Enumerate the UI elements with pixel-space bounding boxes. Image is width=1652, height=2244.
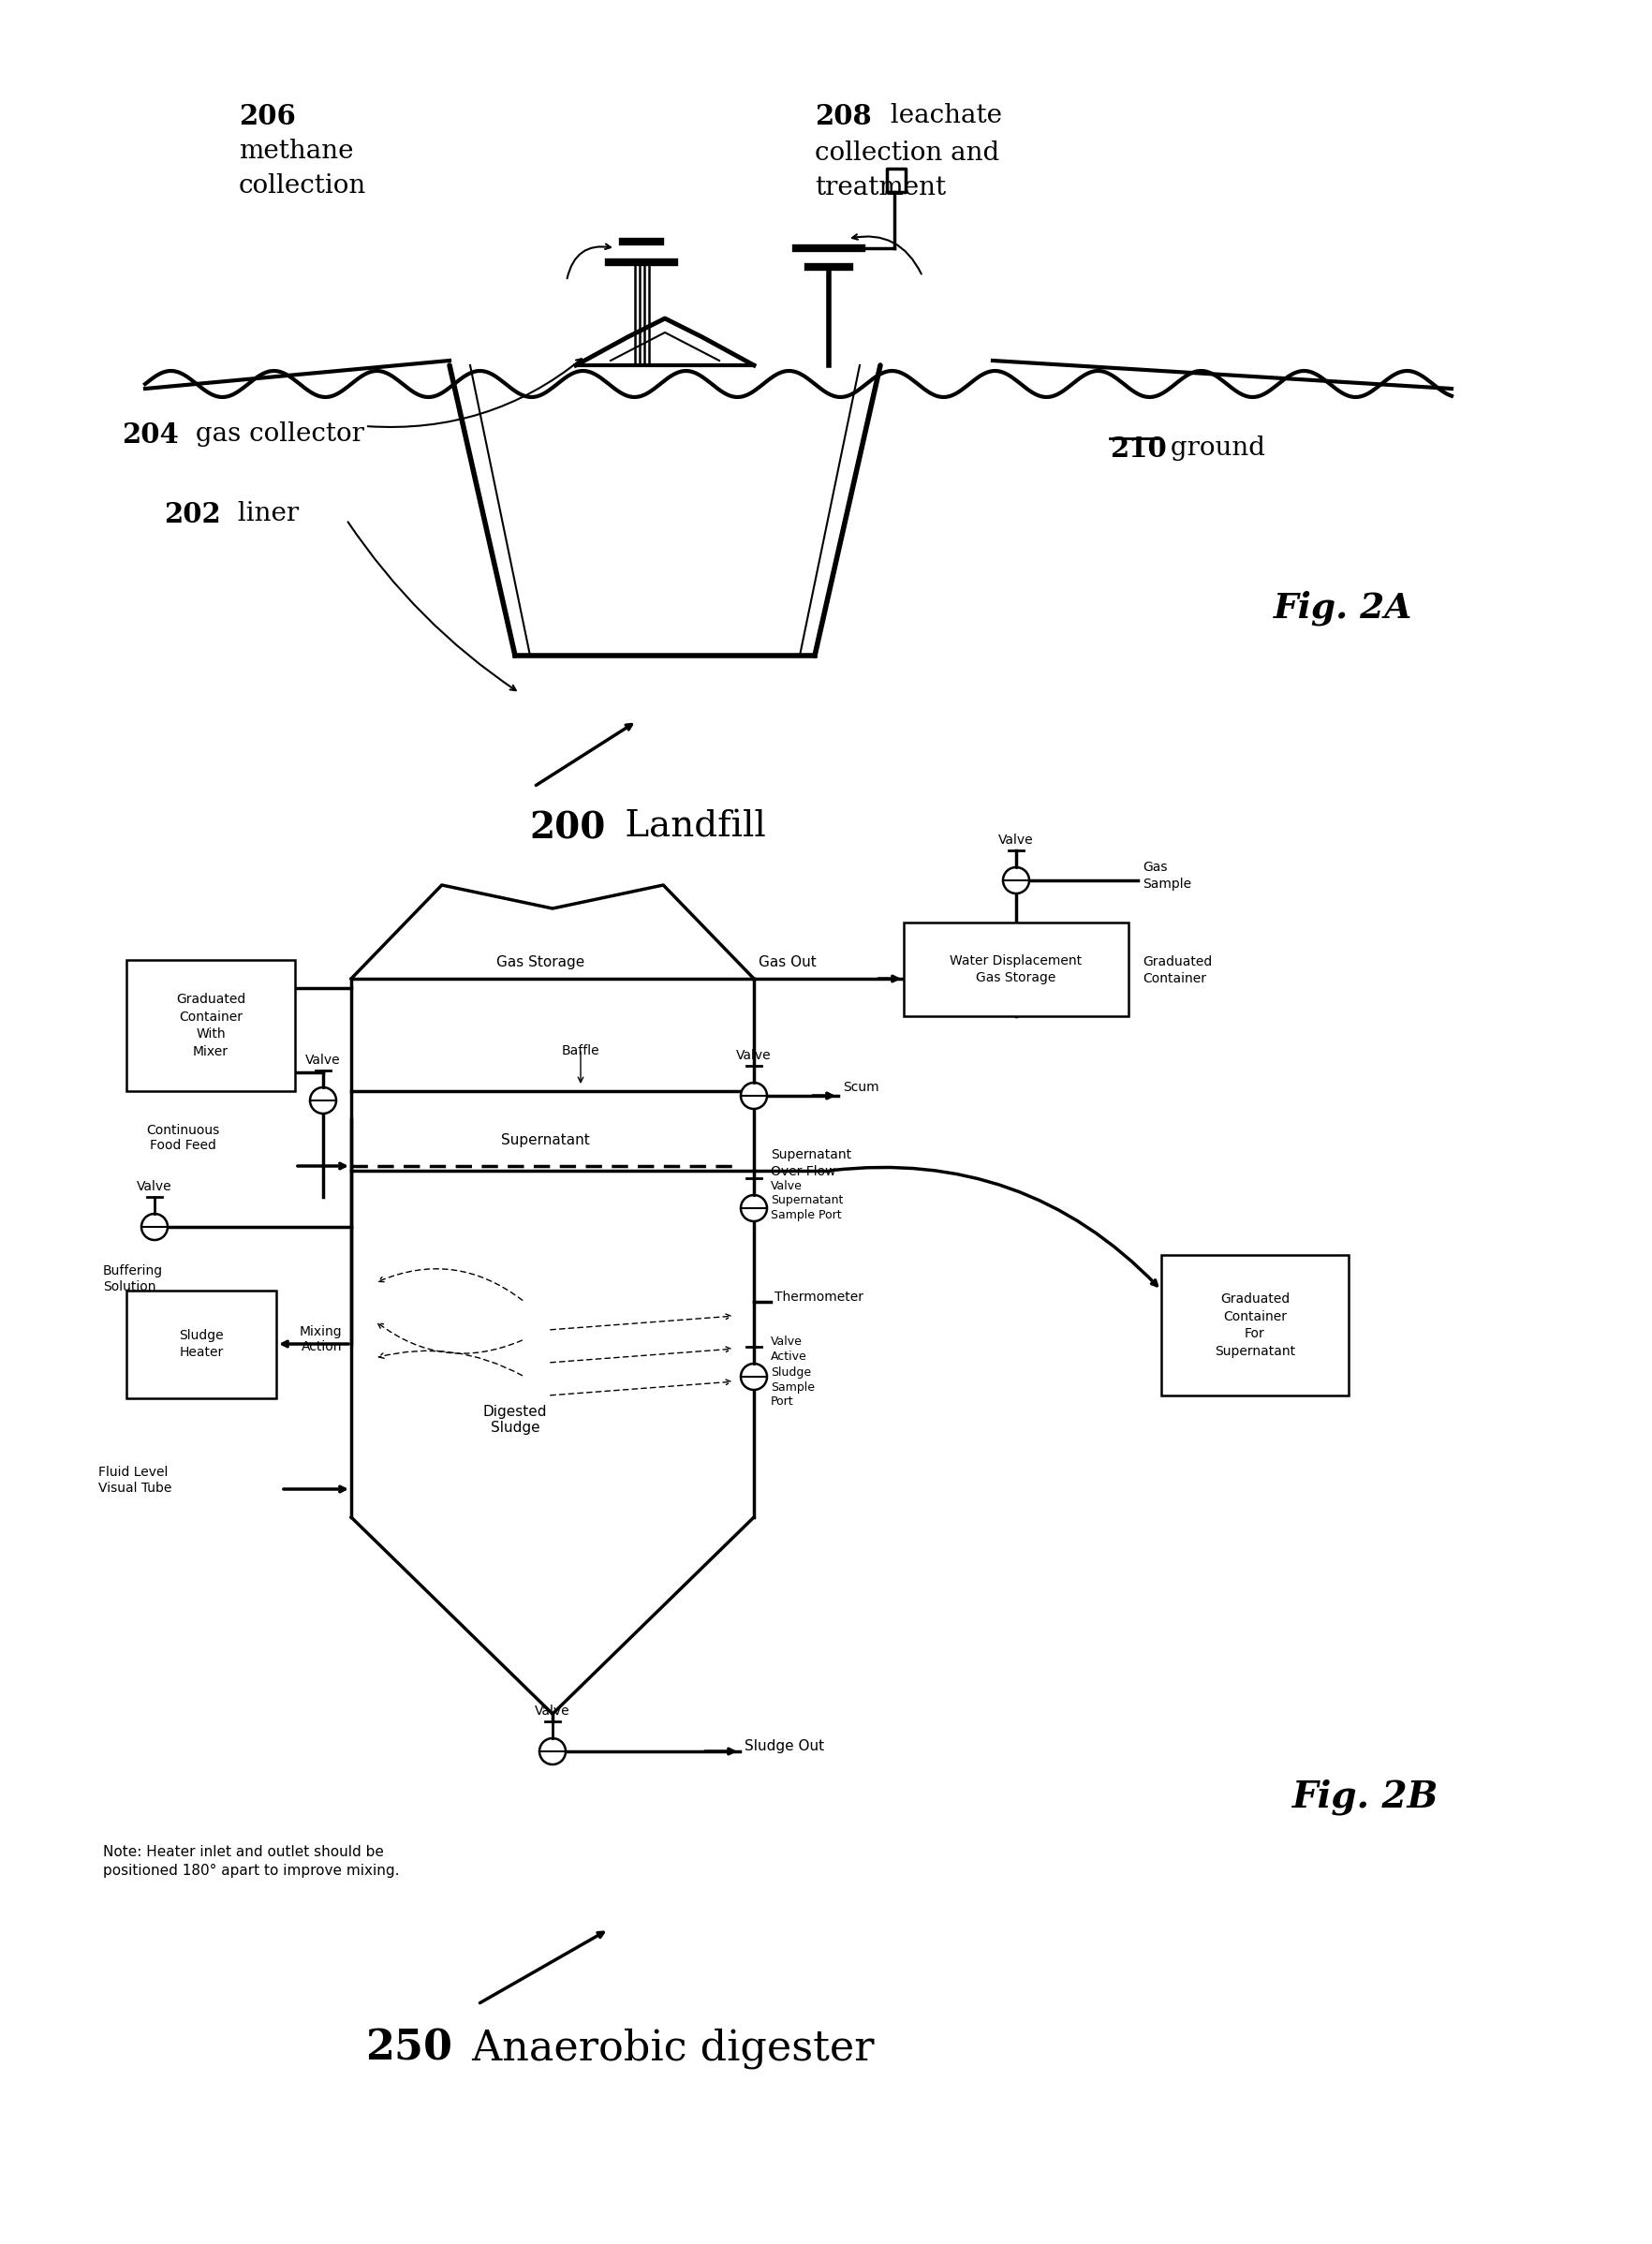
Text: Valve
Supernatant
Sample Port: Valve Supernatant Sample Port [770, 1180, 843, 1221]
Circle shape [142, 1214, 167, 1241]
Text: Anaerobic digester: Anaerobic digester [459, 2029, 874, 2069]
Text: Mixing
Action: Mixing Action [299, 1326, 342, 1353]
Circle shape [740, 1196, 767, 1221]
Text: Graduated
Container
For
Supernatant: Graduated Container For Supernatant [1214, 1293, 1295, 1358]
Text: Note: Heater inlet and outlet should be
positioned 180° apart to improve mixing.: Note: Heater inlet and outlet should be … [102, 1845, 400, 1878]
Text: 202: 202 [164, 500, 221, 527]
Text: Sludge
Heater: Sludge Heater [178, 1328, 223, 1360]
Bar [126, 1290, 276, 1398]
Text: Buffering
Solution: Buffering Solution [102, 1263, 164, 1295]
Text: 208: 208 [814, 103, 871, 130]
Text: Scum: Scum [843, 1082, 879, 1093]
Text: Baffle: Baffle [562, 1043, 600, 1057]
Circle shape [311, 1088, 335, 1113]
Text: Supernatant: Supernatant [501, 1133, 590, 1147]
Text: Water Displacement
Gas Storage: Water Displacement Gas Storage [950, 954, 1082, 985]
Text: Fluid Level
Visual Tube: Fluid Level Visual Tube [97, 1465, 172, 1495]
Circle shape [740, 1364, 767, 1389]
Circle shape [539, 1739, 565, 1764]
Text: Valve: Valve [137, 1180, 172, 1194]
Text: Digested
Sludge: Digested Sludge [482, 1405, 547, 1436]
Text: Fig. 2A: Fig. 2A [1274, 590, 1412, 626]
Text: leachate: leachate [882, 103, 1001, 128]
Text: 200: 200 [529, 810, 605, 846]
Text: Supernatant
Over Flow: Supernatant Over Flow [770, 1149, 851, 1178]
Text: Thermometer: Thermometer [775, 1290, 862, 1304]
Text: Continuous
Food Feed: Continuous Food Feed [145, 1124, 220, 1151]
Text: 210: 210 [1108, 435, 1166, 462]
Circle shape [1003, 866, 1029, 893]
Text: gas collector: gas collector [187, 422, 363, 447]
Text: Gas
Sample: Gas Sample [1142, 862, 1191, 891]
Bar [1161, 1254, 1348, 1396]
Text: 206: 206 [238, 103, 296, 130]
Text: methane
collection: methane collection [238, 139, 367, 200]
Text: Gas Storage: Gas Storage [496, 956, 585, 969]
Bar [126, 960, 294, 1091]
Text: Valve
Active
Sludge
Sample
Port: Valve Active Sludge Sample Port [770, 1335, 814, 1409]
Text: Graduated
Container
With
Mixer: Graduated Container With Mixer [175, 994, 246, 1057]
Circle shape [740, 1082, 767, 1109]
Text: Sludge Out: Sludge Out [743, 1739, 824, 1755]
Text: collection and
treatment: collection and treatment [814, 141, 999, 202]
Text: 204: 204 [122, 422, 178, 449]
Text: Fig. 2B: Fig. 2B [1292, 1779, 1437, 1815]
Text: Graduated
Container: Graduated Container [1142, 956, 1211, 985]
Text: Valve: Valve [535, 1705, 570, 1717]
Text: Valve: Valve [735, 1048, 771, 1061]
Text: 250: 250 [365, 2029, 453, 2069]
Text: Valve: Valve [306, 1055, 340, 1066]
Text: ground: ground [1161, 435, 1264, 460]
Text: Valve: Valve [998, 833, 1032, 846]
Text: liner: liner [230, 500, 299, 527]
Bar [904, 922, 1128, 1017]
Text: Gas Out: Gas Out [758, 956, 816, 969]
Text: Landfill: Landfill [613, 810, 765, 844]
